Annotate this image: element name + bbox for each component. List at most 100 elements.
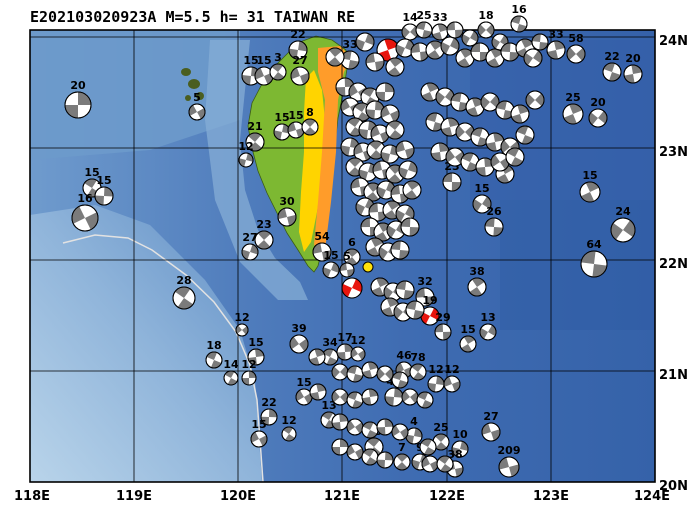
beachball-depth-label: 15 [296, 376, 311, 389]
beachball-depth-label: 28 [176, 274, 191, 287]
beachball-depth-label: 26 [486, 205, 502, 218]
focal-mechanism-beachball [435, 87, 455, 107]
focal-mechanism-beachball: 28 [172, 274, 196, 310]
focal-mechanism-beachball [363, 182, 383, 202]
beachball-depth-label: 5 [193, 91, 201, 104]
beachball-depth-label: 18 [206, 339, 221, 352]
focal-mechanism-beachball [421, 455, 439, 473]
focal-mechanism-beachball: 38 [467, 265, 487, 297]
lon-label: 124E [634, 489, 670, 504]
focal-mechanism-beachball: 20 [623, 52, 643, 84]
focal-mechanism-beachball: 15 [472, 182, 492, 214]
focal-mechanism-beachball [460, 152, 480, 172]
island-highland [314, 46, 352, 260]
lon-label: 119E [116, 489, 152, 504]
focal-mechanism-beachball [370, 124, 390, 144]
focal-mechanism-beachball: 15 [94, 174, 114, 206]
longitude-labels: 118E 119E 120E 121E 122E 123E 124E [14, 489, 670, 504]
focal-mechanism-beachball [395, 38, 415, 58]
focal-mechanism-beachball [375, 82, 395, 102]
focal-mechanism-beachball: 15 [254, 54, 274, 86]
beachball-depth-label: 12 [444, 363, 459, 376]
focal-mechanism-beachball: 27 [241, 231, 259, 261]
beachball-depth-label: 32 [417, 275, 432, 288]
focal-mechanism-beachball [376, 451, 394, 469]
focal-mechanism-beachball: 33 [340, 38, 360, 70]
focal-mechanism-beachball [376, 365, 394, 383]
focal-mechanism-beachball [376, 180, 396, 200]
focal-mechanism-beachball [391, 423, 409, 441]
beachball-depth-label: 12 [428, 363, 443, 376]
focal-mechanism-beachball [480, 92, 500, 112]
focal-mechanism-beachball: 12 [241, 358, 257, 386]
beachball-depth-label: 10 [452, 428, 468, 441]
map-title: E202103020923A M=5.5 h= 31 TAIWAN RE [30, 8, 355, 26]
focal-mechanism-beachball [390, 240, 410, 260]
focal-mechanism-beachball: 19 [420, 294, 440, 326]
focal-mechanism-beachball: 23 [442, 160, 462, 192]
focal-mechanism-beachball [308, 348, 326, 366]
focal-mechanism-beachball [510, 104, 530, 124]
beachball-depth-label: 21 [247, 120, 262, 133]
focal-mechanism-beachball: 12 [443, 363, 461, 393]
focal-mechanism-beachball: 15 [459, 323, 477, 353]
focal-mechanism-beachball [395, 280, 415, 300]
beachball-depth-label: 20 [70, 79, 86, 92]
focal-mechanism-beachball: 25 [432, 421, 450, 451]
focal-mechanism-beachball [398, 160, 418, 180]
beachball-depth-label: 30 [279, 195, 295, 208]
focal-mechanism-beachball [380, 144, 400, 164]
focal-mechanism-beachball: 12 [350, 334, 366, 362]
focal-mechanism-beachball [331, 413, 349, 431]
focal-mechanism-beachball [461, 29, 479, 47]
beachball-depth-label: 46 [396, 349, 412, 362]
focal-mechanism-beachball: 15 [273, 111, 291, 141]
focal-mechanism-beachball [395, 140, 415, 160]
focal-mechanism-beachball: 13 [479, 311, 497, 341]
focal-mechanism-beachball [425, 40, 445, 60]
focal-mechanism-beachball: 16 [71, 192, 99, 232]
lon-label: 122E [429, 489, 465, 504]
focal-mechanism-beachball [365, 52, 385, 72]
beachball-depth-label: 7 [398, 441, 406, 454]
beachball-depth-label: 12 [241, 358, 256, 371]
beachball-depth-label: 38 [447, 448, 462, 461]
focal-mechanism-beachball: 32 [415, 275, 435, 307]
beachball-depth-label: 24 [615, 205, 631, 218]
focal-mechanism-beachball [346, 443, 364, 461]
focal-mechanism-beachball [346, 391, 364, 409]
focal-mechanism-beachball [385, 120, 405, 140]
beachball-depth-label: 39 [291, 322, 306, 335]
focal-mechanism-beachball [455, 122, 475, 142]
beachball-depth-label: 3 [274, 51, 282, 64]
focal-mechanism-beachball [341, 277, 363, 299]
focal-mechanism-beachball: 27 [481, 410, 501, 442]
focal-mechanism-beachball [361, 388, 379, 406]
focal-mechanism-beachball [386, 220, 406, 240]
focal-mechanism-beachball [450, 92, 470, 112]
focal-mechanism-beachball: 58 [566, 32, 586, 64]
beachball-depth-label: 33 [548, 28, 563, 41]
focal-mechanism-beachball: 12 [238, 140, 254, 168]
northwest-shelf [30, 30, 240, 160]
map-frame [29, 29, 656, 483]
taiwan-island [247, 35, 352, 273]
focal-mechanism-beachball [376, 418, 394, 436]
beachball-depth-label: 6 [348, 236, 356, 249]
focal-mechanism-beachball: 21 [245, 120, 265, 152]
focal-mechanism-beachball [446, 21, 464, 39]
focal-mechanism-beachball: 3 [269, 51, 287, 81]
event-dot [362, 261, 374, 273]
focal-mechanism-beachball [385, 57, 405, 77]
beachball-depth-label: 12 [281, 414, 296, 427]
focal-mechanism-beachball: 20 [588, 96, 608, 128]
focal-mechanism-beachball [490, 152, 510, 172]
beachball-depth-label: 12 [238, 140, 253, 153]
lat-label: 23N [659, 145, 688, 160]
lat-label: 20N [659, 479, 688, 494]
focal-mechanism-beachball: 22 [260, 396, 278, 426]
focal-mechanism-beachball [402, 180, 422, 200]
focal-mechanism-beachball: 24 [610, 205, 636, 243]
plate-boundary-line [62, 234, 264, 482]
focal-mechanism-beachball [346, 418, 364, 436]
